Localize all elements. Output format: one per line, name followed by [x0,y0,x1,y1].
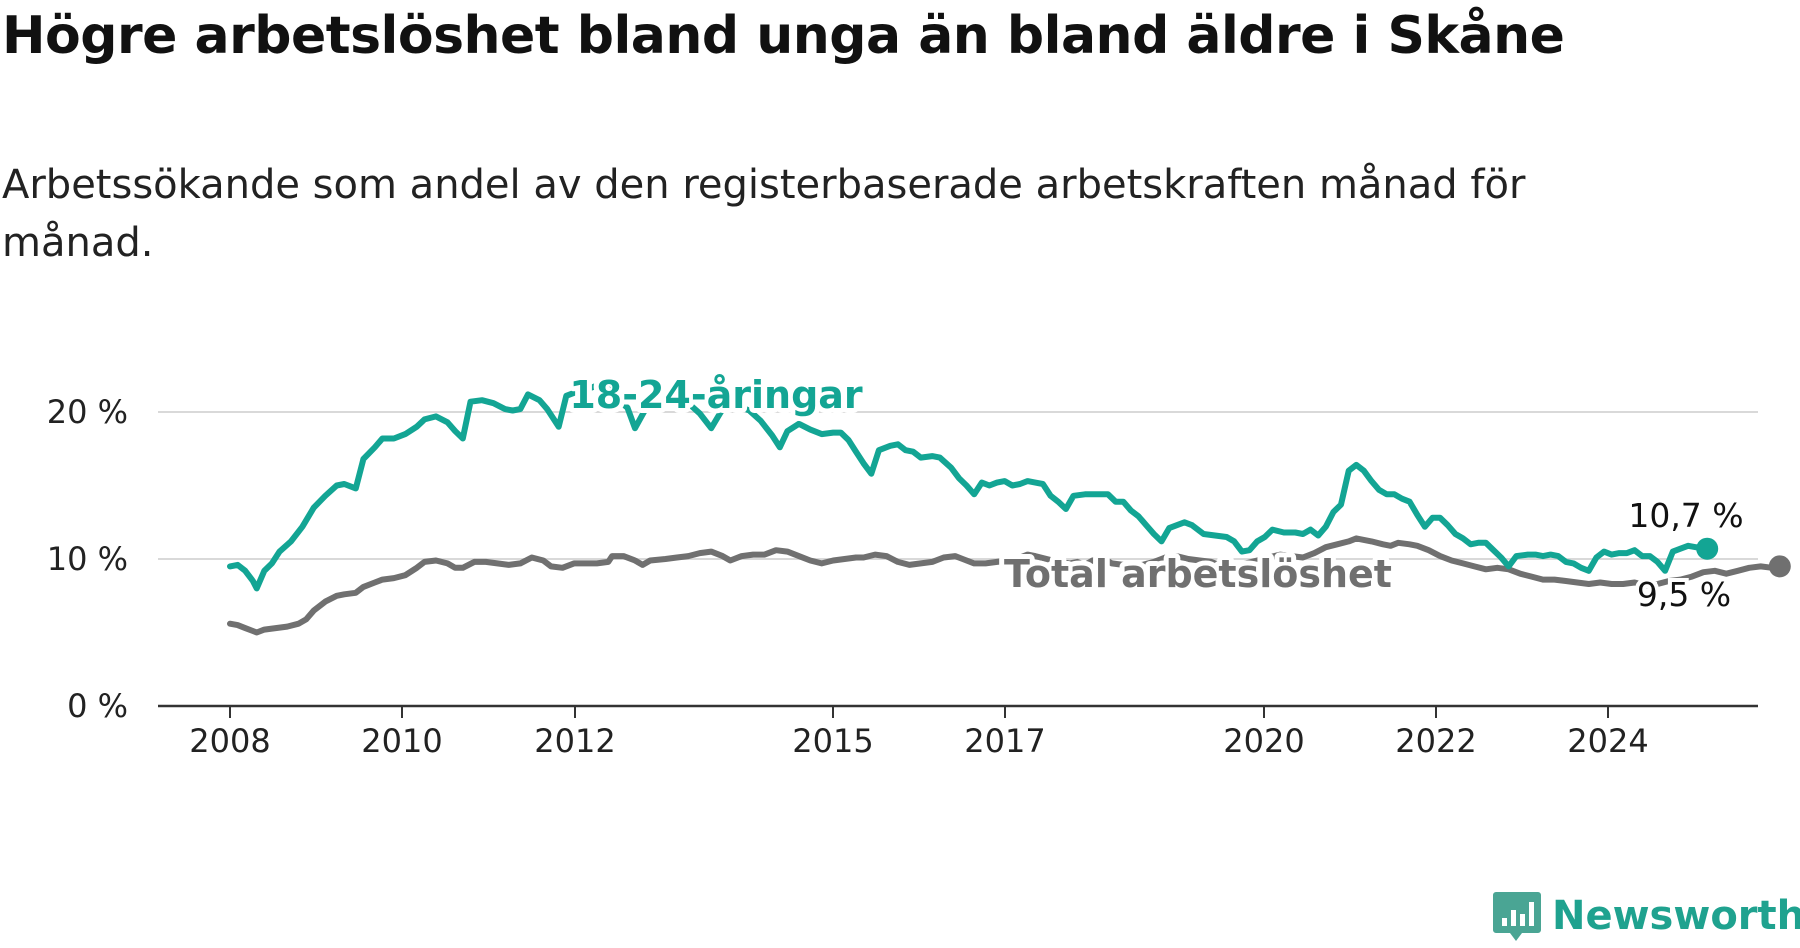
x-tick-label: 2010 [361,722,442,760]
y-tick-label: 20 % [47,393,128,431]
x-tick-label: 2012 [534,722,615,760]
series-line-youth [227,375,1711,592]
x-tick-label: 2015 [792,722,873,760]
brand-name: Newsworthy [1552,893,1800,939]
y-tick-label: 0 % [67,687,128,725]
x-tick-label: 2008 [189,722,270,760]
series-line-total [227,535,1783,636]
x-axis-ticks: 2008 2010 2012 2015 2017 2020 2022 2024 [189,706,1649,760]
x-tick-label: 2022 [1395,722,1476,760]
series-line-youth-end-point [1696,537,1719,560]
brand-logo: Newsworthy [1492,890,1800,942]
y-axis-ticks: 0 % 10 % 20 % [47,393,128,725]
x-tick-label: 2017 [964,722,1045,760]
series-label-youth: 18-24-åringar [569,373,863,417]
chart-subtitle: Arbetssökande som andel av den registerb… [2,162,1526,266]
end-label-youth: 10,7 % [1628,496,1743,535]
chart-title: Högre arbetslöshet bland unga än bland ä… [2,6,1565,66]
series-labels: 18-24-åringar Total arbetslöshet 10,7 % 9,5… [564,368,1747,618]
end-label-total: 9,5 % [1637,575,1731,614]
newsworthy-logo-icon [1493,892,1541,941]
x-tick-label: 2020 [1223,722,1304,760]
x-tick-label: 2024 [1567,722,1648,760]
series-line-total-end-point [1768,555,1791,578]
y-tick-label: 10 % [47,540,128,578]
series-label-total: Total arbetslöshet [1004,552,1392,596]
series-lines [227,375,1791,636]
